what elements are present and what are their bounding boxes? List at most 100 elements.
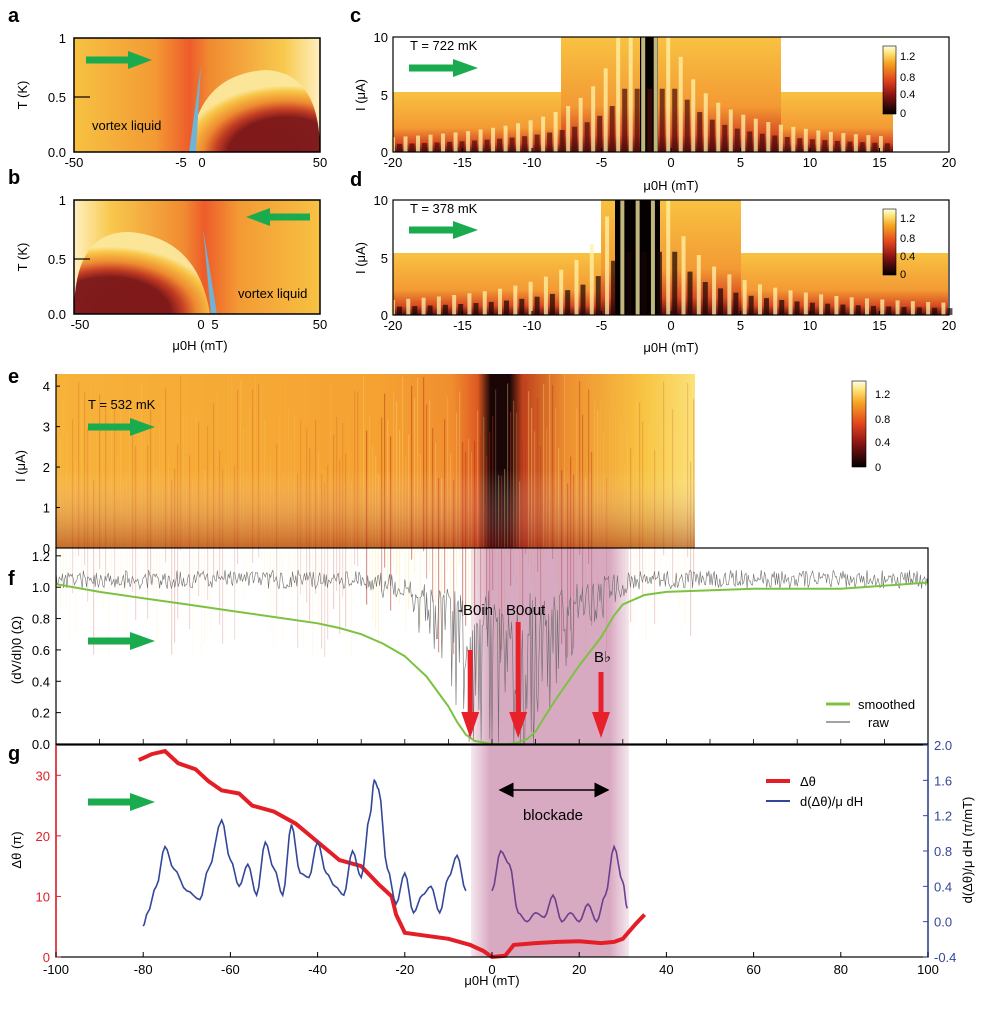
panel-label-b: b — [8, 167, 20, 189]
heatmap-c — [391, 37, 893, 152]
panel-label-f: f — [8, 568, 15, 590]
xlabel-c: μ0H (mT) — [643, 178, 698, 193]
cbar-tick-e-04: 0.4 — [875, 437, 890, 449]
xtick-d-20: 20 — [942, 318, 956, 333]
xtick-b-neg50: -50 — [71, 317, 90, 332]
xtick-c--5: -5 — [596, 155, 608, 170]
xtick-b-5: 5 — [211, 317, 218, 332]
xtick-g-100: 100 — [917, 962, 939, 977]
ytick-g-left-10: 10 — [36, 889, 50, 904]
ytick-c-0: 0 — [381, 145, 388, 160]
ytick-b-0: 0.0 — [48, 307, 66, 322]
ytick-d-5: 5 — [381, 251, 388, 266]
sweep-arrow-c — [409, 59, 478, 77]
cbar-tick-e-12: 1.2 — [875, 389, 890, 401]
ytick-g-left-30: 30 — [36, 768, 50, 783]
xtick-g--40: -40 — [308, 962, 327, 977]
ytick-f-1.0: 1.0 — [32, 580, 50, 595]
series-dtheta-line — [137, 748, 647, 960]
ytick-d-10: 10 — [374, 193, 388, 208]
ylabel-e: I (μA) — [13, 450, 28, 482]
ytick-g-right-1.6: 1.6 — [934, 773, 952, 788]
xtick-d--15: -15 — [453, 318, 472, 333]
cbar-tick-d-04: 0.4 — [900, 251, 915, 263]
panel-g: g 0 10 20 30 -0.4 0.0 0.4 0.8 1.2 1.6 2.0 -100 -80 -6… — [8, 738, 975, 988]
ylabel-f: (dV/dI)0 (Ω) — [9, 616, 24, 684]
xtick-g--100: -100 — [43, 962, 69, 977]
ytick-e-4: 4 — [43, 379, 50, 394]
xtick-g-40: 40 — [659, 962, 673, 977]
cbar-tick-e-08: 0.8 — [875, 414, 890, 426]
xtick-c-0: 0 — [667, 155, 674, 170]
panel-c: c T = 722 mK -20 -15 -10 -5 0 5 10 15 20 10 5 0 … — [350, 5, 956, 193]
phase-diagram-a-dome — [190, 70, 320, 152]
ytick-f-1.2: 1.2 — [32, 549, 50, 564]
axes-frame-b — [73, 199, 321, 315]
cbar-tick-c-0: 0 — [900, 108, 906, 120]
ylabel-b: T (K) — [15, 243, 30, 272]
marker-label-bflat: B♭ — [594, 649, 611, 666]
xlabel-d: μ0H (mT) — [643, 340, 698, 355]
xtick-a-neg50: -50 — [65, 155, 84, 170]
cbar-tick-d-12: 1.2 — [900, 213, 915, 225]
blockade-label: blockade — [523, 807, 583, 824]
cbar-tick-c-12: 1.2 — [900, 51, 915, 63]
colorbar-d: 1.2 0.8 0.4 0 — [882, 208, 915, 281]
legend-raw: raw — [868, 715, 890, 730]
temp-label-c: T = 722 mK — [410, 38, 478, 53]
cbar-tick-c-04: 0.4 — [900, 89, 915, 101]
sweep-arrow-b — [246, 208, 310, 226]
panel-label-c: c — [350, 5, 361, 27]
xlabel-g: μ0H (mT) — [464, 973, 519, 988]
marker-arrow-0 — [461, 650, 480, 738]
marker-label-b0in: -B0in — [458, 602, 493, 619]
xtick-a-50: 50 — [313, 155, 327, 170]
ytick-g-right-0.4: 0.4 — [934, 879, 952, 894]
legend-g: Δθ d(Δθ)/μ dH — [766, 774, 863, 809]
legend-f: smoothed raw — [826, 697, 915, 730]
ytick-e-0: 0 — [43, 541, 50, 556]
series-derivative-line — [142, 778, 467, 927]
ytick-b-1: 1 — [59, 193, 66, 208]
xtick-d-5: 5 — [737, 318, 744, 333]
sweep-arrow-d — [409, 221, 478, 239]
cbar-tick-d-08: 0.8 — [900, 233, 915, 245]
ytick-g-right-1.2: 1.2 — [934, 809, 952, 824]
cbar-tick-e-0: 0 — [875, 462, 881, 474]
ytick-g-right-0.8: 0.8 — [934, 844, 952, 859]
ytick-g-left-20: 20 — [36, 829, 50, 844]
marker-arrow-2 — [592, 672, 610, 738]
xtick-g--80: -80 — [134, 962, 153, 977]
ytick-f-0.2: 0.2 — [32, 706, 50, 721]
panel-f: f 0.0 0.2 0.4 0.6 0.8 1.0 1.2 (dV/dI)0 (Ω) -B0… — [8, 547, 929, 752]
xtick-g--60: -60 — [221, 962, 240, 977]
xtick-d-15: 15 — [872, 318, 886, 333]
series-smoothed-line — [55, 581, 929, 745]
panel-b: b vortex liquid 1 0.5 0.0 -50 0 5 50 T (… — [8, 167, 327, 353]
marker-label-b0out: B0out — [506, 602, 546, 619]
ytick-b-05: 0.5 — [48, 252, 66, 267]
xtick-c-20: 20 — [942, 155, 956, 170]
xtick-c-10: 10 — [803, 155, 817, 170]
ytick-g-right-0.0: 0.0 — [934, 915, 952, 930]
ytick-e-1: 1 — [43, 501, 50, 516]
ytick-a-05: 0.5 — [48, 90, 66, 105]
ytick-f-0.6: 0.6 — [32, 643, 50, 658]
xtick-g--20: -20 — [395, 962, 414, 977]
xtick-g-60: 60 — [746, 962, 760, 977]
series-derivative-line-2 — [491, 844, 628, 924]
heatmap-d — [391, 200, 953, 315]
xlabel-b: μ0H (mT) — [172, 338, 227, 353]
ylabel-g-left: Δθ (π) — [9, 831, 24, 868]
sweep-arrow-g — [88, 793, 155, 811]
xtick-g-20: 20 — [572, 962, 586, 977]
phase-diagram-b-dome — [74, 231, 210, 314]
panel-e: e T = 532 mK 0 1 2 3 4 I (μA) 1.2 0.8 0.4 0 — [8, 366, 890, 658]
panel-label-d: d — [350, 169, 362, 191]
xtick-d--5: -5 — [596, 318, 608, 333]
xtick-c--10: -10 — [523, 155, 542, 170]
phase-boundary-b — [203, 228, 217, 314]
ylabel-a: T (K) — [15, 81, 30, 110]
ylabel-g-right: d(Δθ)/μ dH (π/mT) — [960, 797, 975, 904]
xtick-b-0: 0 — [197, 317, 204, 332]
